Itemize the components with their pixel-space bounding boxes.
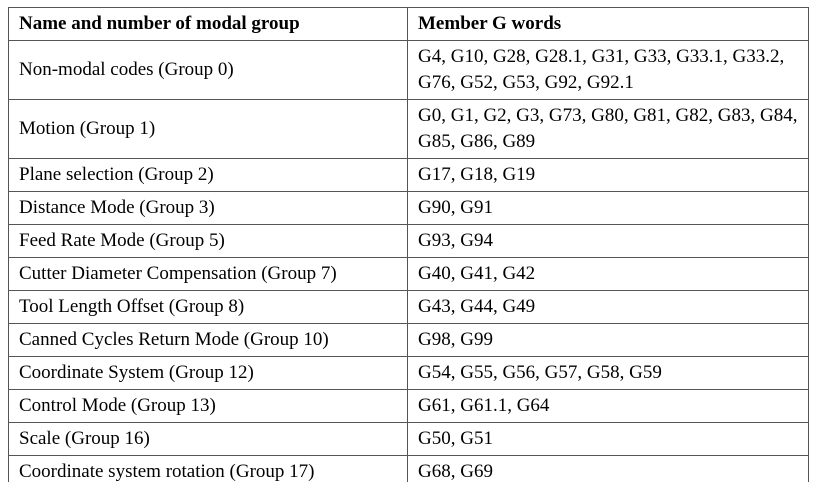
cell-group-name: Distance Mode (Group 3) [8,191,408,225]
table-row: Scale (Group 16) G50, G51 [8,422,809,456]
header-member-g-words: Member G words [407,7,809,41]
cell-group-name: Scale (Group 16) [8,422,408,456]
table-row: Non-modal codes (Group 0) G4, G10, G28, … [8,40,809,100]
table-row: Distance Mode (Group 3) G90, G91 [8,191,809,225]
table-row: Control Mode (Group 13) G61, G61.1, G64 [8,389,809,423]
cell-g-words: G90, G91 [407,191,809,225]
cell-group-name: Coordinate system rotation (Group 17) [8,455,408,482]
table-row: Canned Cycles Return Mode (Group 10) G98… [8,323,809,357]
cell-group-name: Non-modal codes (Group 0) [8,40,408,100]
header-modal-group-name: Name and number of modal group [8,7,408,41]
cell-g-words: G17, G18, G19 [407,158,809,192]
cell-g-words: G61, G61.1, G64 [407,389,809,423]
table-row: Plane selection (Group 2) G17, G18, G19 [8,158,809,192]
table-row: Coordinate System (Group 12) G54, G55, G… [8,356,809,390]
cell-g-words: G98, G99 [407,323,809,357]
table-row: Feed Rate Mode (Group 5) G93, G94 [8,224,809,258]
cell-group-name: Control Mode (Group 13) [8,389,408,423]
table-row: Tool Length Offset (Group 8) G43, G44, G… [8,290,809,324]
cell-group-name: Canned Cycles Return Mode (Group 10) [8,323,408,357]
cell-g-words: G43, G44, G49 [407,290,809,324]
table-row: Cutter Diameter Compensation (Group 7) G… [8,257,809,291]
table-header-row: Name and number of modal group Member G … [8,7,809,41]
table-row: Motion (Group 1) G0, G1, G2, G3, G73, G8… [8,99,809,159]
cell-g-words: G93, G94 [407,224,809,258]
table-row: Coordinate system rotation (Group 17) G6… [8,455,809,482]
cell-group-name: Motion (Group 1) [8,99,408,159]
cell-group-name: Tool Length Offset (Group 8) [8,290,408,324]
cell-group-name: Feed Rate Mode (Group 5) [8,224,408,258]
cell-g-words: G50, G51 [407,422,809,456]
modal-groups-table: Name and number of modal group Member G … [8,7,809,482]
cell-group-name: Coordinate System (Group 12) [8,356,408,390]
cell-g-words: G4, G10, G28, G28.1, G31, G33, G33.1, G3… [407,40,809,100]
cell-group-name: Cutter Diameter Compensation (Group 7) [8,257,408,291]
cell-g-words: G0, G1, G2, G3, G73, G80, G81, G82, G83,… [407,99,809,159]
cell-g-words: G68, G69 [407,455,809,482]
cell-group-name: Plane selection (Group 2) [8,158,408,192]
cell-g-words: G54, G55, G56, G57, G58, G59 [407,356,809,390]
cell-g-words: G40, G41, G42 [407,257,809,291]
